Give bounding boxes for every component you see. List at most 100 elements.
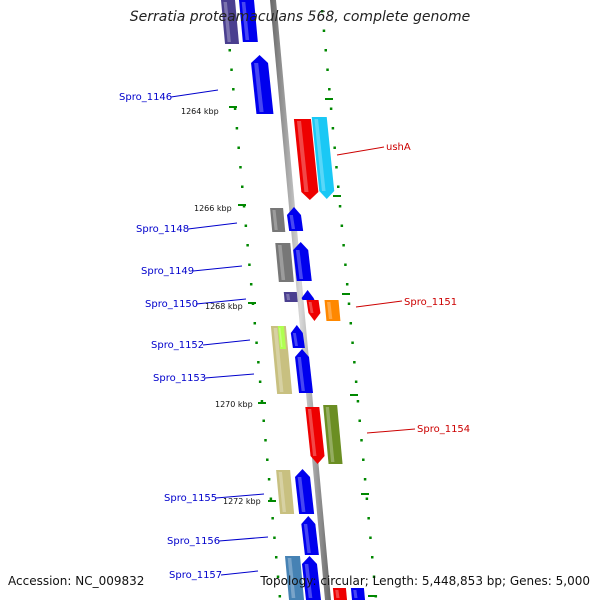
gene-spro-1152-b[interactable] [277,326,287,349]
right-tick-dot [329,107,333,110]
gene-spro-1155[interactable] [295,469,315,514]
gene-usha-partner[interactable] [311,117,335,199]
gene-spro-1151[interactable] [306,300,321,321]
leader-line [204,373,255,379]
gene-spro-1149-a-highlight [277,245,286,280]
right-tick-dot [331,127,335,130]
gene-spro-1151-b[interactable] [324,300,341,321]
right-tick-dot [326,68,329,71]
gene-spro-1148-a[interactable] [270,208,286,232]
gene-label-spro-1153[interactable]: Spro_1153 [153,373,206,384]
gene-spro-1148-a-highlight [272,210,278,230]
left-tick-dot [266,458,269,461]
gene-spro-1153[interactable] [295,349,314,393]
left-tick-dot [232,88,235,91]
right-tick-dot [367,517,370,520]
gene-label-spro-1157[interactable]: Spro_1157 [169,570,222,581]
left-tick-dot [271,517,274,520]
kbp-marker-1264: 1264 kbp [181,107,219,116]
gene-label-spro-1152[interactable]: Spro_1152 [151,340,204,351]
right-tick-dot [354,380,358,383]
gene-spro-1157[interactable] [301,556,322,600]
gene-label-spro-1155[interactable]: Spro_1155 [164,493,217,504]
gene-label-spro-1156[interactable]: Spro_1156 [167,536,220,547]
left-tick-dot [260,400,264,403]
gene-spro-1150[interactable] [301,290,315,300]
gene-spro-1145-b-body [239,0,258,42]
right-tick-dot [372,575,376,578]
gene-label-spro-1148[interactable]: Spro_1148 [136,224,189,235]
gene-spro-1146[interactable] [251,55,274,114]
major-tick [368,595,376,597]
gene-spro-1149-a[interactable] [275,243,294,282]
leader-line [195,298,247,305]
left-tick-dot [274,556,278,559]
leader-line [366,428,416,434]
left-tick-dot [262,419,265,422]
right-tick-dot [328,88,331,91]
gene-usha-partner-body [311,117,335,199]
left-tick-dot [242,205,246,208]
left-tick-dot [233,107,237,110]
gene-spro-1145-b[interactable] [239,0,258,42]
gene-spro-1158-b-body [350,588,366,600]
gene-label-spro-1151[interactable]: Spro_1151 [404,297,457,308]
gene-label-spro-1150[interactable]: Spro_1150 [145,299,198,310]
right-tick-dot [356,400,360,403]
gene-spro-1153-body [295,349,314,393]
major-tick [361,493,369,495]
right-tick-dot [365,497,369,500]
gene-spro-1155-body [295,469,315,514]
gene-spro-1149-a-body [275,243,294,282]
major-tick [350,394,358,396]
left-tick-dot [241,185,244,188]
kbp-marker-1268: 1268 kbp [205,302,243,311]
right-tick-dot [349,322,353,325]
gene-spro-1149[interactable] [293,242,312,281]
left-tick-dot [278,595,282,598]
left-tick-dot [273,536,276,539]
gene-spro-1152-body [290,325,305,348]
gene-spro-1150-a[interactable] [283,292,298,302]
gene-spro-1145-a-highlight [223,2,231,42]
right-tick-dot [340,224,344,227]
gene-spro-1156[interactable] [301,516,319,555]
left-tick-dot [264,439,267,442]
major-tick [342,293,350,295]
gene-spro-1151-body [306,300,321,321]
gene-spro-1154[interactable] [305,407,325,464]
gene-spro-1157-a-body [284,556,305,600]
gene-features [221,0,366,600]
gene-spro-1154-b[interactable] [323,405,343,464]
gene-usha[interactable] [293,119,319,200]
major-tick [325,98,333,100]
gene-label-usha[interactable]: ushA [386,142,411,153]
major-tick-marks [229,98,376,597]
leader-line [336,146,385,156]
gene-label-spro-1146[interactable]: Spro_1146 [119,92,172,103]
left-tick-dot [248,263,251,266]
gene-spro-1150-a-highlight [286,294,291,300]
leader-line [170,89,219,98]
gene-spro-1148[interactable] [286,207,304,231]
gene-label-spro-1149[interactable]: Spro_1149 [141,266,194,277]
gene-spro-1155-a[interactable] [276,470,295,514]
gene-spro-1154-b-body [323,405,343,464]
gene-spro-1145-a[interactable] [221,0,240,44]
gene-spro-1158-a[interactable] [332,588,348,600]
accession-text: Accession: NC_009832 [8,574,145,588]
genome-summary-text: Topology: circular; Length: 5,448,853 bp… [260,574,590,588]
gene-label-spro-1154[interactable]: Spro_1154 [417,424,470,435]
gene-spro-1154-body [305,407,325,464]
leader-line [187,222,238,230]
gene-spro-1152[interactable] [290,325,305,348]
gene-spro-1157-a[interactable] [284,556,305,600]
gene-spro-1158-b[interactable] [350,588,366,600]
right-tick-dot [369,536,372,539]
gene-spro-1150-a-body [283,292,298,302]
right-tick-dot [347,302,351,305]
gene-spro-1151-b-highlight [327,302,333,319]
gene-spro-1146-highlight [254,63,264,112]
gene-spro-1152-a[interactable] [270,326,293,394]
